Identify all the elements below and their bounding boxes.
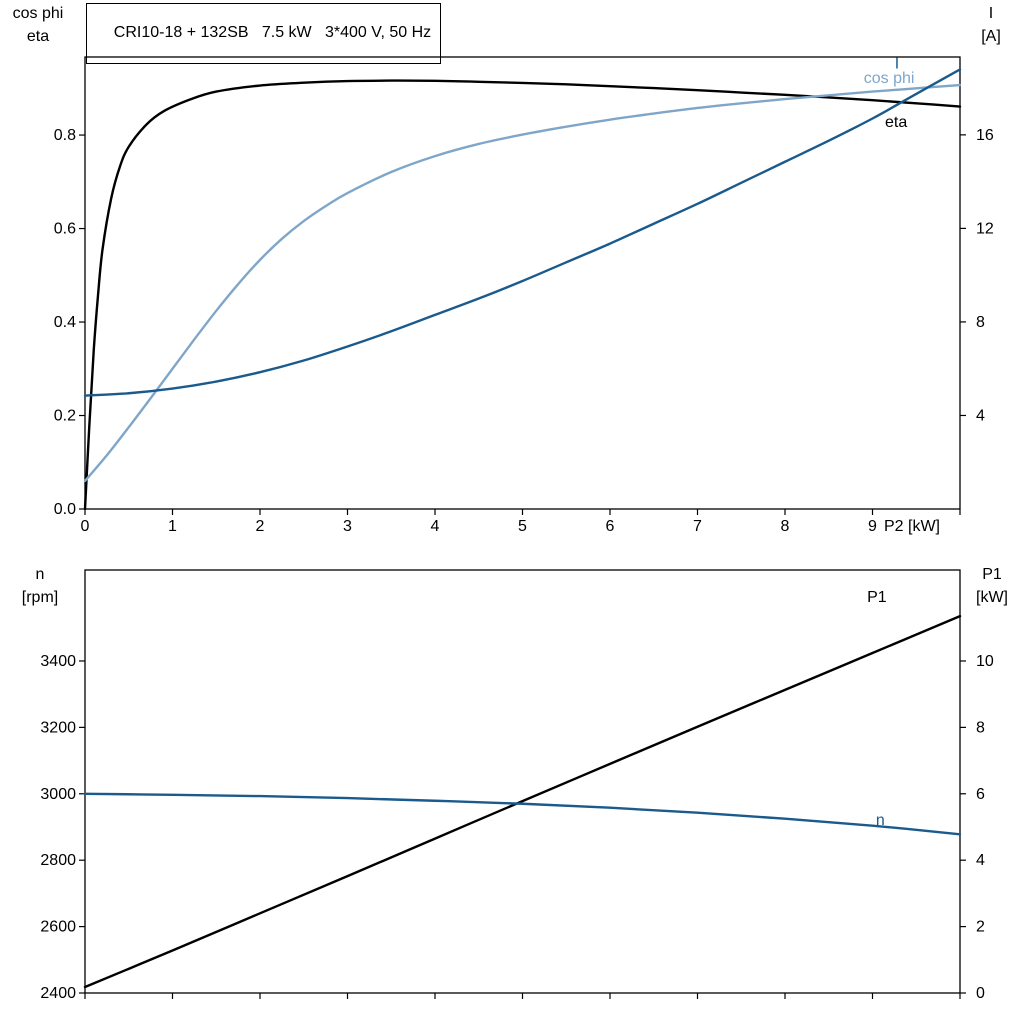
top-chart-x-axis-label: P2 [kW] (884, 518, 940, 535)
top-chart-right-tick-label: 12 (976, 220, 994, 237)
top-chart-left-tick-label: 0.8 (54, 127, 76, 144)
top-chart-left-tick-label: 0.6 (54, 221, 76, 238)
bottom-chart-left-tick-label: 2600 (40, 919, 76, 936)
bottom-chart-left-tick-label: 3000 (40, 786, 76, 803)
eta-curve-label: eta (885, 114, 907, 131)
top-chart: 0 1 2 3 4 5 6 7 8 9 P2 [kW]0.00.20.40.60.8481216Ic… (54, 56, 994, 535)
speed-axis-label: n (35, 566, 45, 583)
current-curve (83, 68, 962, 397)
pump-title: CRI10-18 + 132SB 7.5 kW 3*400 V, 50 Hz (113, 24, 432, 41)
top-chart-x-tick-label: 5 (518, 518, 527, 535)
n-curve-label: n (876, 812, 885, 829)
top-chart-left-tick-label: 0.4 (54, 314, 76, 331)
pump-title-box: CRI10-18 + 132SB 7.5 kW 3*400 V, 50 Hz (86, 3, 442, 64)
cos phi-curve-label: cos phi (864, 70, 915, 87)
current-axis-label: I (988, 5, 994, 22)
bottom-chart: 2400 2600 2800 3000 3200 3400 0 2 4 6 8 10 P1 n (40, 569, 994, 1002)
bottom-chart-right-tick-label: 10 (976, 653, 994, 670)
top-chart-x-tick-label: 2 (256, 518, 265, 535)
top-chart-x-tick-label: 0 (81, 518, 90, 535)
bottom-chart-left-tick-label: 3200 (40, 719, 76, 736)
eta-curve (83, 79, 962, 511)
top-chart-x-tick-label: 4 (431, 518, 440, 535)
I-curve-label: I (895, 56, 899, 73)
bottom-chart-left-tick-label: 3400 (40, 653, 76, 670)
top-chart-x-tick-label: 1 (168, 518, 177, 535)
cos-phi-curve (83, 83, 962, 483)
bottom-chart-right-tick-label: 4 (976, 852, 985, 869)
P1-curve-label: P1 (867, 589, 887, 606)
top-left-axis-title: cos phi eta (6, 2, 70, 48)
top-chart-right-tick-label: 4 (976, 407, 985, 424)
bottom-right-axis-title: P1 [kW] (966, 563, 1018, 609)
top-chart-x-tick-label: 7 (693, 518, 702, 535)
top-chart-x-tick-label: 6 (606, 518, 615, 535)
bottom-chart-left-tick-label: 2400 (40, 985, 76, 1002)
top-chart-left-tick-label: 0.0 (54, 501, 76, 518)
p1-axis-label: P1 (982, 566, 1002, 583)
top-chart-right-tick-label: 16 (976, 127, 994, 144)
bottom-chart-right-tick-label: 0 (976, 985, 985, 1002)
cos-phi-axis-label: cos phi (12, 5, 64, 22)
top-chart-right-tick-label: 8 (976, 314, 985, 331)
top-chart-x-tick-label: 3 (343, 518, 352, 535)
top-right-axis-title: I [A] (966, 2, 1016, 48)
speed-unit-label: [rpm] (21, 589, 59, 606)
p1-curve (83, 614, 962, 989)
top-chart-x-tick-label: 8 (781, 518, 790, 535)
bottom-chart-right-tick-label: 6 (976, 786, 985, 803)
top-chart-frame (84, 56, 961, 510)
speed-curve (83, 792, 962, 836)
bottom-chart-left-tick-label: 2800 (40, 852, 76, 869)
current-unit-label: [A] (981, 28, 1001, 45)
bottom-left-axis-title: n [rpm] (8, 563, 72, 609)
bottom-chart-right-tick-label: 2 (976, 919, 985, 936)
bottom-chart-right-tick-label: 8 (976, 719, 985, 736)
p1-unit-label: [kW] (976, 589, 1008, 606)
top-chart-x-tick-label: 9 (868, 518, 877, 535)
bottom-chart-frame (84, 569, 961, 994)
eta-axis-label: eta (26, 28, 50, 45)
top-chart-left-tick-label: 0.2 (54, 408, 76, 425)
